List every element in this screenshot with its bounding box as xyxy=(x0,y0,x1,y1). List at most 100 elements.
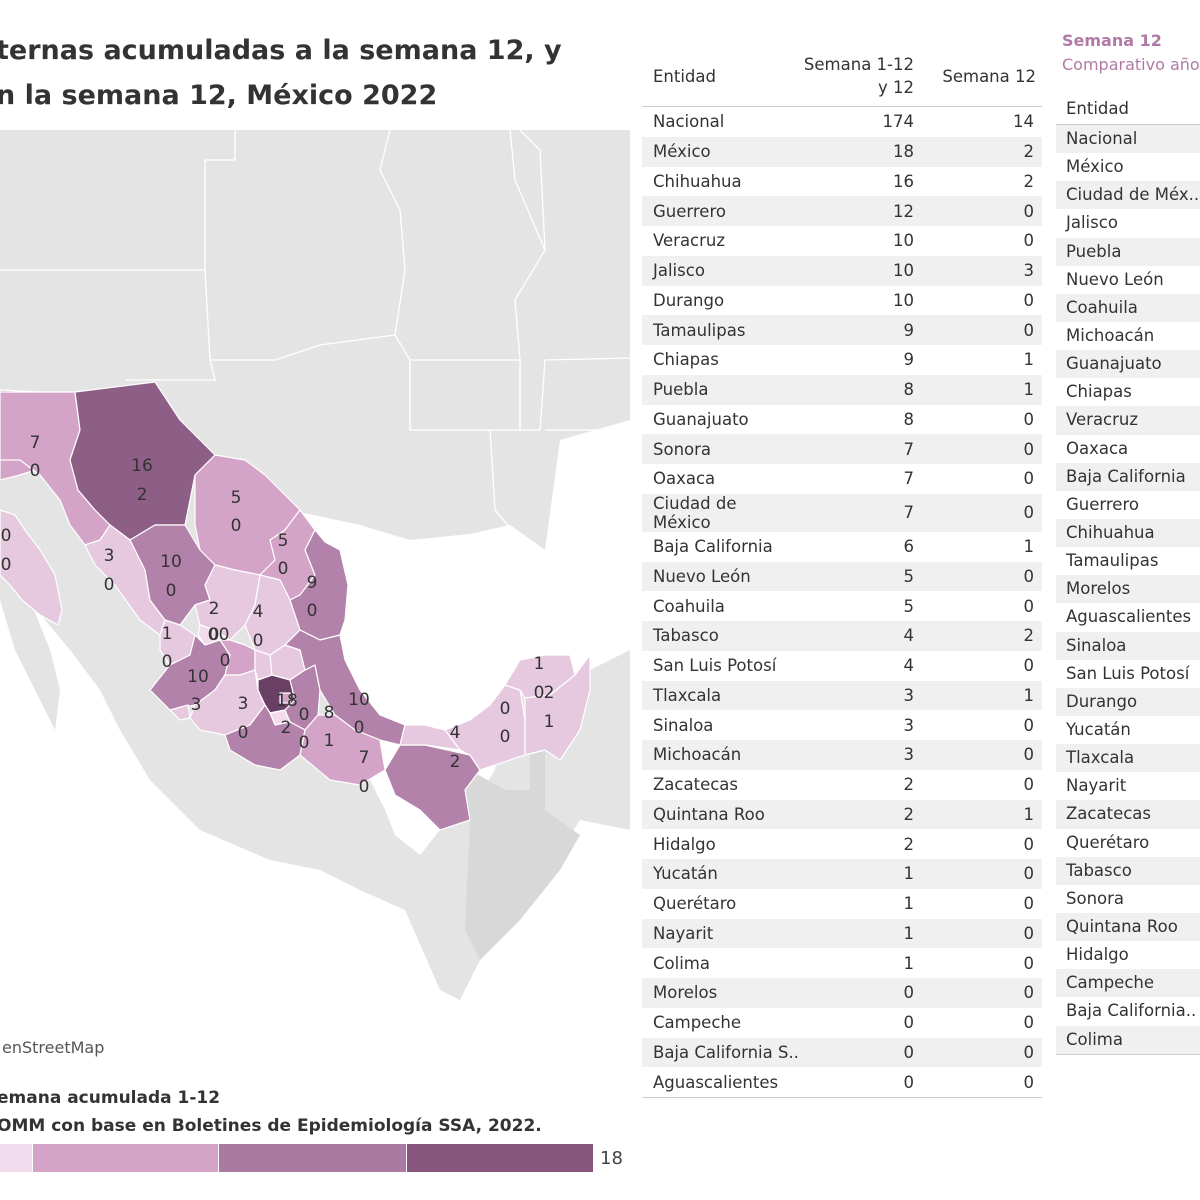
list-item[interactable]: Sonora xyxy=(1066,888,1125,908)
list-item[interactable]: Nayarit xyxy=(1066,776,1127,796)
list-item[interactable]: Tamaulipas xyxy=(1066,551,1159,571)
table-row[interactable]: Nayarit 1 0 xyxy=(642,918,1042,949)
list-item[interactable]: Hidalgo xyxy=(1066,945,1129,965)
map-footnote-measure: emana acumulada 1-12 xyxy=(0,1088,221,1108)
list-item[interactable]: Chihuahua xyxy=(1056,518,1200,548)
state-guerrero xyxy=(224,704,306,771)
table-row[interactable]: Baja California S.. 0 0 xyxy=(642,1037,1042,1068)
cell-entidad: Jalisco xyxy=(642,255,799,286)
map-label: 0 xyxy=(299,705,310,725)
cell-entidad: Michoacán xyxy=(642,740,799,770)
table-row[interactable]: Yucatán 1 0 xyxy=(642,859,1042,889)
list-item[interactable]: Quintana Roo xyxy=(1056,912,1200,942)
table-row[interactable]: Chihuahua 16 2 xyxy=(642,167,1042,197)
cell-acumulada: 5 xyxy=(799,561,914,592)
list-item[interactable]: Yucatán xyxy=(1066,719,1131,739)
list-item[interactable]: Baja California.. xyxy=(1066,1001,1197,1021)
list-item[interactable]: Morelos xyxy=(1056,575,1200,604)
table-row[interactable]: Morelos 0 0 xyxy=(642,978,1042,1008)
table-row[interactable]: Oaxaca 7 0 xyxy=(642,464,1042,494)
table-row[interactable]: Baja California 6 1 xyxy=(642,532,1042,562)
mexico-choropleth-map[interactable]: 7 0 16 2 5 0 5 0 0 0 3 0 10 0 9 0 2 0 4 … xyxy=(0,130,630,1065)
map-label: 2 xyxy=(450,752,461,772)
list-item[interactable]: Veracruz xyxy=(1056,406,1200,435)
cell-entidad: Baja California xyxy=(653,537,773,557)
table-row[interactable]: Ciudad de México 7 0 xyxy=(642,493,1042,532)
list-item[interactable]: Guanajuato xyxy=(1056,350,1200,379)
table-row[interactable]: Colima 1 0 xyxy=(642,948,1042,978)
table-row[interactable]: México 18 2 xyxy=(642,136,1042,167)
list-item[interactable]: Chiapas xyxy=(1066,382,1132,402)
list-item[interactable]: Sinaloa xyxy=(1056,631,1200,660)
list-item[interactable]: Colima xyxy=(1056,1025,1200,1054)
list-item[interactable]: Tabasco xyxy=(1056,856,1200,885)
table-row[interactable]: Zacatecas 2 0 xyxy=(642,770,1042,800)
list-item[interactable]: Michoacán xyxy=(1066,325,1155,345)
column-header-semana[interactable]: Semana 12 xyxy=(942,66,1036,86)
mexico-states xyxy=(0,381,591,831)
list-item[interactable]: Nacional xyxy=(1056,125,1200,154)
list-item[interactable]: Querétaro xyxy=(1066,832,1150,852)
cell-acumulada: 9 xyxy=(799,315,914,345)
table-row[interactable]: Guanajuato 8 0 xyxy=(642,405,1042,435)
map-label: 0 xyxy=(220,651,231,671)
table-row[interactable]: Querétaro 1 0 xyxy=(642,889,1042,919)
map-label: 16 xyxy=(131,456,153,476)
column-header-entidad[interactable]: Entidad xyxy=(653,66,716,86)
table-row[interactable]: Nuevo León 5 0 xyxy=(642,561,1042,592)
cell-acumulada: 5 xyxy=(903,596,915,616)
map-label: 3 xyxy=(238,694,249,714)
list-item[interactable]: Puebla xyxy=(1056,237,1200,266)
table-row[interactable]: Aguascalientes 0 0 xyxy=(642,1067,1042,1099)
table-row[interactable]: Michoacán 3 0 xyxy=(642,740,1042,770)
cell-acumulada: 174 xyxy=(799,105,914,137)
map-label: 10 xyxy=(160,552,182,572)
table-row[interactable]: Sonora 7 0 xyxy=(642,434,1042,464)
list-item[interactable]: Jalisco xyxy=(1066,213,1118,233)
map-label: 2 xyxy=(281,718,292,738)
cell-semana: 0 xyxy=(1023,834,1035,854)
cell-semana: 0 xyxy=(914,978,1042,1008)
list-item[interactable]: Guerrero xyxy=(1066,494,1139,514)
cell-semana: 0 xyxy=(1023,409,1035,429)
cell-semana: 0 xyxy=(1023,469,1035,489)
table-row[interactable]: Quintana Roo 2 1 xyxy=(642,799,1042,830)
table-row[interactable]: Puebla 8 1 xyxy=(642,374,1042,405)
list-item[interactable]: Baja California xyxy=(1056,462,1200,491)
cell-acumulada: 4 xyxy=(903,656,915,676)
comparison-column-header-entidad[interactable]: Entidad xyxy=(1056,94,1200,125)
map-label: 0 xyxy=(500,727,511,747)
table-row[interactable]: Coahuila 5 0 xyxy=(642,591,1042,621)
table-row[interactable]: Veracruz 10 0 xyxy=(642,226,1042,256)
table-row[interactable]: Hidalgo 2 0 xyxy=(642,829,1042,859)
list-item[interactable]: Nuevo León xyxy=(1066,269,1164,289)
legend-step-4 xyxy=(406,1144,595,1172)
list-item[interactable]: Aguascalientes xyxy=(1066,607,1192,627)
cell-acumulada: 12 xyxy=(799,196,914,226)
list-item[interactable]: Tlaxcala xyxy=(1056,744,1200,773)
list-item[interactable]: San Luis Potosí xyxy=(1066,663,1190,683)
table-row[interactable]: Tabasco 4 2 xyxy=(642,621,1042,651)
table-row[interactable]: San Luis Potosí 4 0 xyxy=(642,651,1042,681)
cell-acumulada: 3 xyxy=(903,715,915,735)
table-row[interactable]: Tamaulipas 9 0 xyxy=(642,315,1042,345)
table-row[interactable]: Jalisco 10 3 xyxy=(642,255,1042,286)
table-row[interactable]: Guerrero 12 0 xyxy=(642,196,1042,226)
list-item[interactable]: Ciudad de Méx.. xyxy=(1056,181,1200,210)
list-item[interactable]: Oaxaca xyxy=(1066,438,1129,458)
list-item[interactable]: México xyxy=(1066,157,1124,177)
column-header-acumulada[interactable]: Semana 1-12 y 12 xyxy=(799,46,914,107)
list-item[interactable]: Durango xyxy=(1056,687,1200,716)
list-item[interactable]: Coahuila xyxy=(1056,293,1200,322)
list-item[interactable]: Zacatecas xyxy=(1056,800,1200,829)
map-label: 0 xyxy=(299,733,310,753)
table-row[interactable]: Nacional 174 14 xyxy=(642,105,1042,137)
table-row[interactable]: Tlaxcala 3 1 xyxy=(642,680,1042,711)
table-row[interactable]: Campeche 0 0 xyxy=(642,1008,1042,1038)
table-row[interactable]: Durango 10 0 xyxy=(642,286,1042,316)
cell-entidad: Tamaulipas xyxy=(642,315,799,345)
table-row[interactable]: Chiapas 9 1 xyxy=(642,345,1042,375)
list-item[interactable]: Campeche xyxy=(1056,969,1200,998)
table-row[interactable]: Sinaloa 3 0 xyxy=(642,710,1042,740)
map-label: 18 xyxy=(276,691,298,711)
